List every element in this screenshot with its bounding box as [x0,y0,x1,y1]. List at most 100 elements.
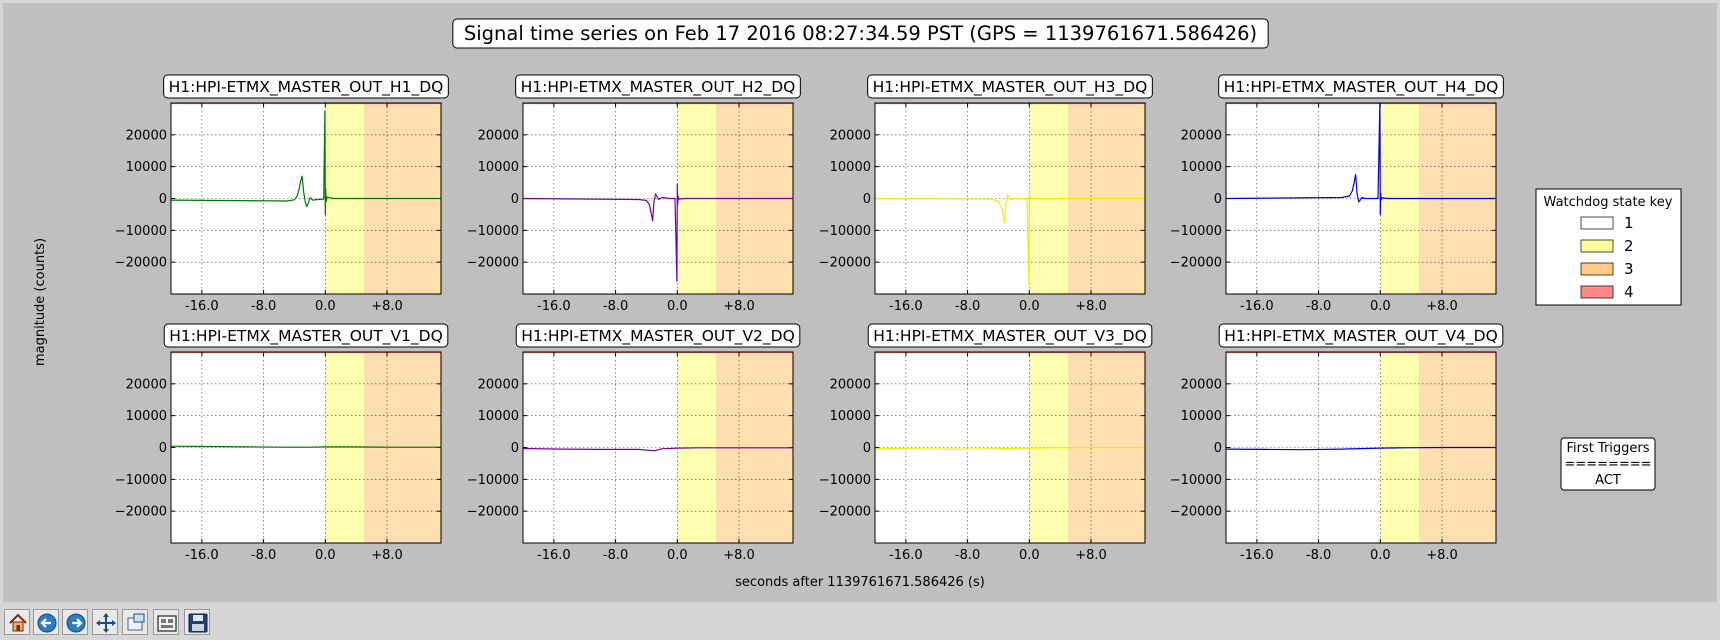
panel-8: -16.0 -8.0 0.0 +8.0 −20000 −10000 0 10000 20000 H… [1170,323,1504,563]
series-line [1225,102,1496,215]
x-tick-label: -8.0 [955,299,980,314]
x-tick-label: 0.0 [1019,299,1040,314]
legend-label-2: 2 [1624,237,1634,255]
pan-button[interactable] [92,609,118,635]
toolbar [0,605,1720,640]
x-tick-label: -16.0 [185,299,219,314]
chart-canvas: Signal time series on Feb 17 2016 08:27:… [3,3,1717,602]
x-tick-label: +8.0 [1426,548,1458,563]
panel-title: H1:HPI-ETMX_MASTER_OUT_H2_DQ [521,78,796,97]
x-tick-label: -8.0 [251,299,276,314]
x-tick-label: -16.0 [1240,299,1274,314]
y-tick-label: 10000 [830,160,871,175]
y-tick-label: −10000 [819,473,871,488]
x-tick-label: 0.0 [667,548,688,563]
first-triggers-value: ACT [1595,473,1621,488]
series-line [1225,446,1496,451]
legend-swatch-4 [1580,285,1614,299]
x-tick-label: +8.0 [1426,299,1458,314]
y-tick-label: −10000 [115,224,167,239]
first-triggers-separator: ======== [1564,457,1651,472]
arrow-left-icon [37,613,57,633]
panel-1: -16.0 -8.0 0.0 +8.0 −20000 −10000 0 10000 20000 H… [115,74,449,314]
legend-label-4: 4 [1624,283,1634,301]
y-tick-label: 20000 [830,377,871,392]
y-tick-label: −10000 [467,224,519,239]
y-tick-label: −10000 [467,473,519,488]
panel-6: -16.0 -8.0 0.0 +8.0 −20000 −10000 0 10000 20000 H… [467,323,801,563]
panel-2: -16.0 -8.0 0.0 +8.0 −20000 −10000 0 10000 20000 H… [467,74,801,314]
x-tick-label: -8.0 [1306,548,1331,563]
y-tick-label: −20000 [819,505,871,520]
chart-title-box: Signal time series on Feb 17 2016 08:27:… [452,18,1269,49]
series-line [874,446,1145,450]
y-tick-label: 0 [511,192,519,207]
y-tick-label: 10000 [830,409,871,424]
plot-frame [874,102,1146,295]
back-button[interactable] [33,609,59,635]
first-triggers-box: First Triggers ======== ACT [1560,437,1656,491]
forward-button[interactable] [62,609,88,635]
save-button[interactable] [184,609,210,635]
x-tick-label: 0.0 [667,299,688,314]
y-tick-label: 10000 [1181,409,1222,424]
y-tick-label: 0 [1214,441,1222,456]
series-line [170,110,441,215]
y-tick-label: 0 [511,441,519,456]
x-tick-label: -16.0 [537,548,571,563]
panel-7: -16.0 -8.0 0.0 +8.0 −20000 −10000 0 10000 20000 H… [819,323,1153,563]
plot-frame [170,102,442,295]
y-tick-label: −20000 [115,505,167,520]
y-tick-label: 20000 [1181,377,1222,392]
series-line [522,447,793,452]
y-tick-label: 0 [1214,192,1222,207]
x-tick-label: -16.0 [1240,548,1274,563]
panel-title-box [163,74,449,99]
x-tick-label: 0.0 [315,548,336,563]
x-tick-label: +8.0 [1075,548,1107,563]
x-tick-label: -8.0 [251,548,276,563]
y-tick-label: 0 [159,192,167,207]
subplots-button[interactable] [153,609,179,635]
y-tick-label: 0 [159,441,167,456]
zoom-rect-icon [127,613,145,631]
legend: Watchdog state key 1 2 3 4 [1535,188,1682,306]
x-tick-label: 0.0 [1370,548,1391,563]
legend-swatch-1 [1580,216,1614,230]
x-tick-label: -8.0 [603,299,628,314]
panel-title-box [163,323,449,348]
panel-4: -16.0 -8.0 0.0 +8.0 −20000 −10000 0 10000 20000 H… [1170,74,1504,314]
x-tick-label: -8.0 [603,548,628,563]
plot-frame [522,102,794,295]
x-tick-label: +8.0 [371,548,403,563]
series-line [170,445,441,448]
panel-title: H1:HPI-ETMX_MASTER_OUT_H3_DQ [873,78,1148,97]
panel-title-box [1218,323,1504,348]
panels: -16.0 -8.0 0.0 +8.0 −20000 −10000 0 10000 20000 H… [115,74,1504,563]
y-tick-label: 20000 [478,377,519,392]
panel-title: H1:HPI-ETMX_MASTER_OUT_H1_DQ [169,78,444,97]
panel-title-box [867,74,1153,99]
y-tick-label: 20000 [830,128,871,143]
subplots-icon [157,615,177,632]
x-tick-label: -16.0 [537,299,571,314]
x-tick-label: +8.0 [1075,299,1107,314]
home-button[interactable] [4,609,30,635]
x-tick-label: 0.0 [1370,299,1391,314]
panel-title: H1:HPI-ETMX_MASTER_OUT_V1_DQ [169,327,443,346]
y-tick-label: 10000 [478,409,519,424]
x-tick-label: 0.0 [1019,548,1040,563]
panel-title: H1:HPI-ETMX_MASTER_OUT_V3_DQ [873,327,1147,346]
home-icon [9,613,27,632]
y-tick-label: 20000 [126,377,167,392]
panel-title: H1:HPI-ETMX_MASTER_OUT_H4_DQ [1224,78,1499,97]
y-tick-label: −10000 [819,224,871,239]
zoom-button[interactable] [122,609,148,635]
panel-5: -16.0 -8.0 0.0 +8.0 −20000 −10000 0 10000 20000 H… [115,323,449,563]
legend-swatch-2 [1580,239,1614,253]
plot-frame [1225,102,1497,295]
plot-frame [522,351,794,544]
y-tick-label: 10000 [478,160,519,175]
y-tick-label: 10000 [1181,160,1222,175]
move-icon [96,613,116,633]
